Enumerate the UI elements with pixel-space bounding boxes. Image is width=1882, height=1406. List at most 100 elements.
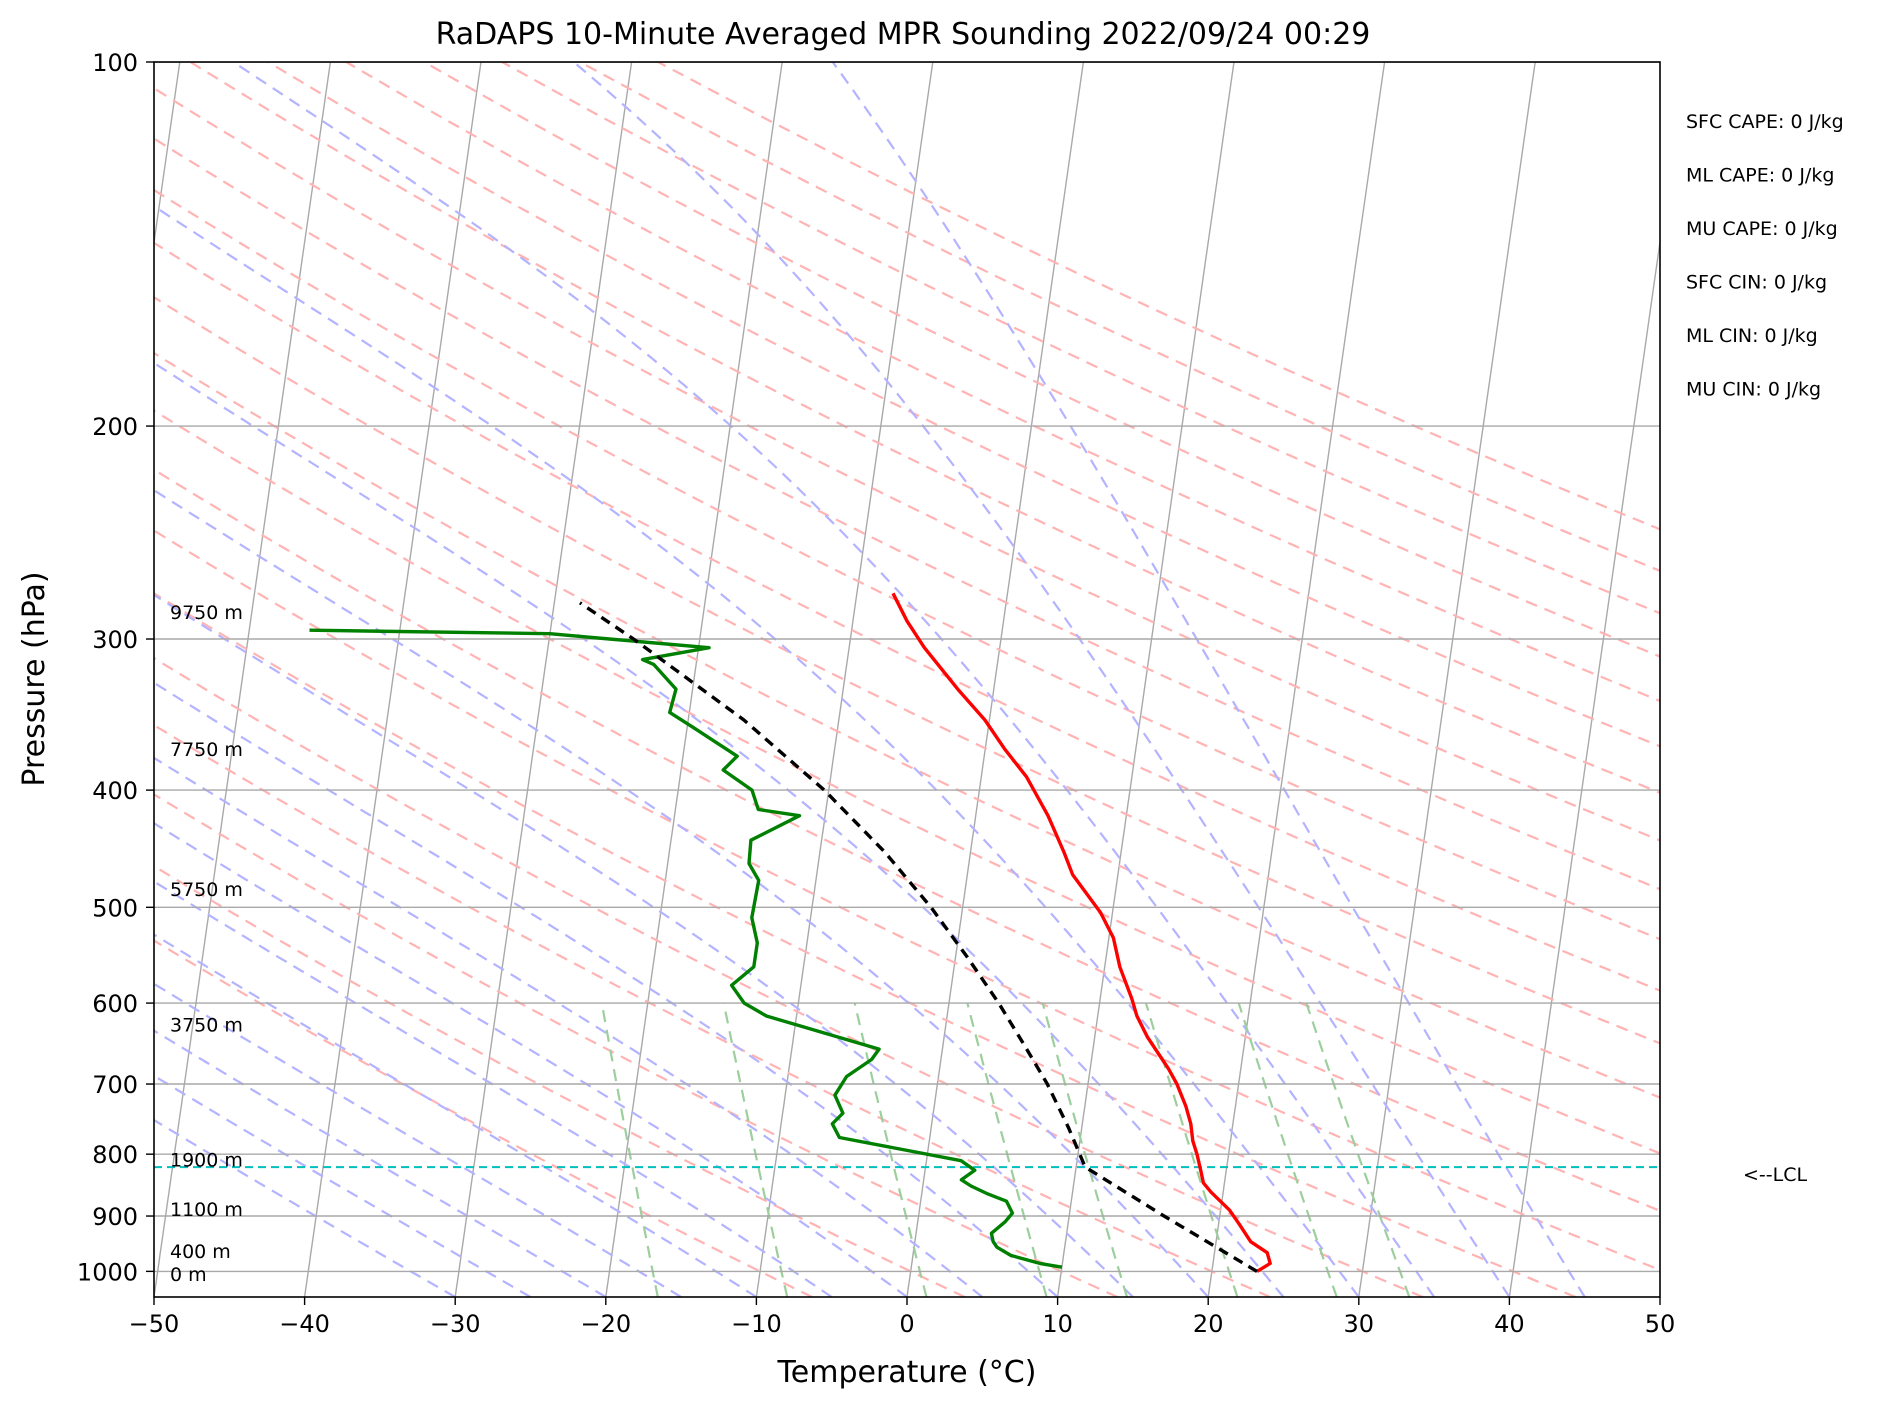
moist-adiabat — [154, 933, 757, 1297]
moist-adiabat — [831, 62, 1586, 1297]
moist-adiabat — [154, 1074, 532, 1297]
y-tick-label: 100 — [92, 49, 138, 77]
dry-adiabat — [154, 351, 1660, 1099]
moist-adiabat — [572, 62, 1511, 1297]
isotherm — [755, 62, 934, 1297]
y-tick-label: 600 — [92, 990, 138, 1018]
y-tick-label: 300 — [92, 626, 138, 654]
x-tick-label: 20 — [1193, 1310, 1224, 1338]
mixing-ratio-line — [1305, 1002, 1411, 1297]
y-tick-label: 700 — [92, 1071, 138, 1099]
isotherm — [906, 62, 1085, 1297]
dry-adiabat — [267, 62, 1660, 748]
x-tick-label: 0 — [899, 1310, 914, 1338]
isotherm — [154, 62, 332, 1297]
mixing-ratio-line — [1237, 1002, 1338, 1297]
dry-adiabat — [345, 62, 1660, 703]
x-tick-label: 10 — [1042, 1310, 1073, 1338]
y-tick-label: 200 — [92, 413, 138, 441]
y-tick-label: 500 — [92, 894, 138, 922]
x-tick-label: −50 — [129, 1310, 180, 1338]
x-axis-label: Temperature (°C) — [777, 1355, 1037, 1390]
height-label: 1100 m — [170, 1199, 243, 1221]
dry-adiabat — [501, 62, 1660, 615]
moist-adiabat — [154, 488, 1210, 1297]
stability-index: SFC CAPE: 0 J/kg — [1686, 111, 1844, 133]
y-tick-label: 800 — [92, 1141, 138, 1169]
isotherm — [1508, 237, 1660, 1297]
mixing-ratio-line — [853, 1002, 928, 1297]
moist-adiabat — [154, 361, 1285, 1297]
chart-title: RaDAPS 10-Minute Averaged MPR Sounding 2… — [436, 17, 1371, 52]
moist-adiabat — [154, 681, 1059, 1297]
y-tick-label: 1000 — [77, 1258, 138, 1286]
plot-frame — [153, 61, 1661, 1298]
stability-indices: SFC CAPE: 0 J/kg ML CAPE: 0 J/kg MU CAPE: … — [1686, 111, 1844, 401]
moist-adiabat — [154, 1118, 456, 1297]
mixing-ratio-line — [722, 1002, 789, 1297]
x-tick-label: −10 — [731, 1310, 782, 1338]
dry-adiabat — [154, 468, 1660, 1212]
moist-adiabat — [154, 880, 833, 1297]
mixing-ratio-line — [1041, 1002, 1129, 1297]
dry-adiabat — [154, 296, 1660, 1045]
dry-adiabat — [189, 62, 1660, 794]
stability-index: MU CIN: 0 J/kg — [1686, 379, 1821, 401]
plot-area — [154, 62, 1660, 1297]
pressure-gridlines — [154, 62, 1660, 1273]
dry-adiabat — [154, 86, 1660, 842]
dry-adiabat — [154, 864, 966, 1297]
moist-adiabat — [154, 1029, 607, 1297]
x-tick-label: 40 — [1494, 1310, 1525, 1338]
isotherm — [1056, 62, 1235, 1297]
moist-adiabat — [154, 204, 1360, 1297]
stability-index: SFC CIN: 0 J/kg — [1686, 272, 1827, 294]
y-tick-label: 400 — [92, 777, 138, 805]
height-label: 9750 m — [170, 602, 243, 624]
stability-index: ML CAPE: 0 J/kg — [1686, 165, 1834, 187]
x-tick-label: 30 — [1344, 1310, 1375, 1338]
lcl-label: <--LCL — [1743, 1164, 1807, 1186]
moist-adiabat — [154, 756, 983, 1297]
x-tick-label: −40 — [279, 1310, 330, 1338]
moist-adiabat — [154, 593, 1134, 1297]
dewpoint-profile — [309, 628, 1063, 1269]
y-axis: 100 200 300 400 500 600 700 800 900 1000 — [77, 49, 154, 1286]
height-label: 0 m — [170, 1264, 207, 1286]
dry-adiabat — [579, 62, 1660, 573]
mixing-ratio-line — [600, 1002, 659, 1297]
dry-adiabat — [154, 793, 1118, 1297]
moist-adiabat — [154, 822, 908, 1297]
isotherm — [1207, 62, 1386, 1297]
stability-index: ML CIN: 0 J/kg — [1686, 325, 1818, 347]
height-label: 400 m — [170, 1241, 231, 1263]
dry-adiabat — [154, 529, 1660, 1272]
height-labels: 9750 m 7750 m 5750 m 3750 m 1900 m 1100 m 400 … — [170, 602, 243, 1286]
isotherm — [1358, 62, 1536, 1297]
isotherm — [1659, 1291, 1660, 1297]
dry-adiabat — [154, 241, 1660, 992]
moist-adiabat — [232, 62, 1436, 1297]
x-tick-label: −20 — [580, 1310, 631, 1338]
dry-adiabat — [154, 723, 1271, 1297]
parcel-profile — [578, 601, 1258, 1273]
isotherm — [454, 62, 633, 1297]
mixing-ratio-line — [966, 1002, 1048, 1297]
moist-adiabat — [154, 982, 682, 1297]
x-axis: −50 −40 −30 −20 −10 0 10 20 30 40 50 — [129, 1297, 1676, 1338]
y-tick-label: 900 — [92, 1203, 138, 1231]
height-label: 3750 m — [170, 1015, 243, 1037]
height-label: 1900 m — [170, 1149, 243, 1171]
dry-adiabat — [154, 409, 1660, 1155]
dry-adiabat — [154, 592, 1577, 1297]
height-label: 7750 m — [170, 739, 243, 761]
background-lines — [154, 62, 1660, 1297]
sounding-profiles — [309, 592, 1272, 1273]
stability-index: MU CAPE: 0 J/kg — [1686, 218, 1838, 240]
dry-adiabat — [423, 62, 1660, 658]
x-tick-label: 50 — [1645, 1310, 1676, 1338]
x-tick-label: −30 — [430, 1310, 481, 1338]
height-label: 5750 m — [170, 879, 243, 901]
y-axis-label: Pressure (hPa) — [17, 571, 52, 786]
